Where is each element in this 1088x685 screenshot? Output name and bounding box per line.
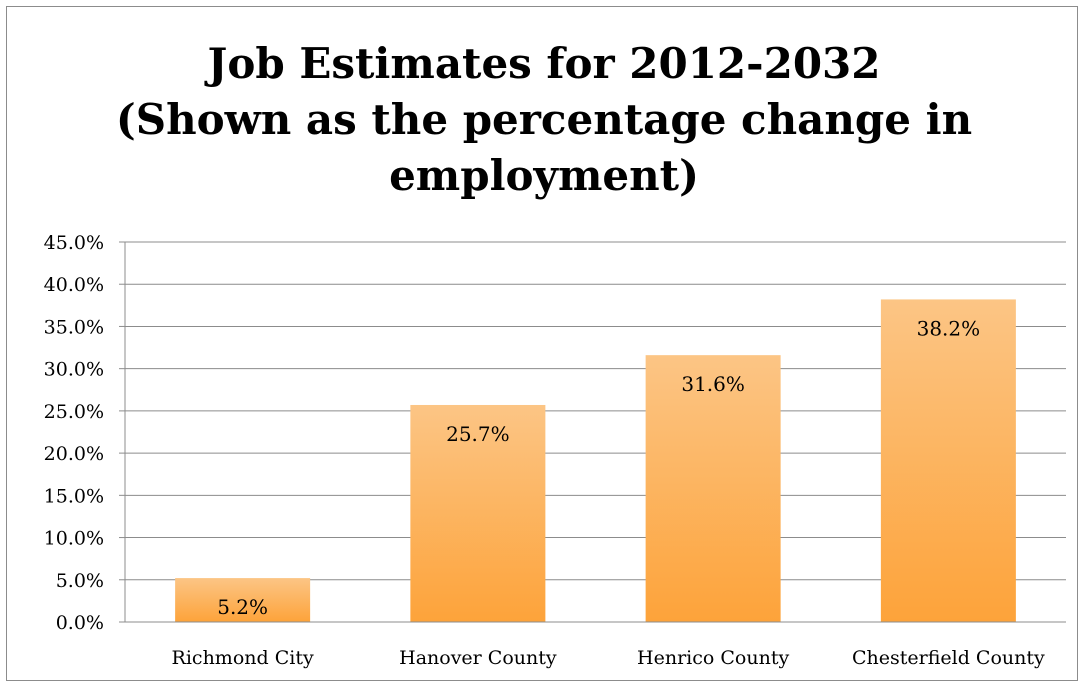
data-label: 31.6% [681, 372, 745, 396]
x-axis: Richmond City Hanover County Henrico Count… [125, 621, 1066, 669]
y-tick-label: 15.0% [44, 485, 104, 507]
x-tick-label: Hanover County [399, 647, 557, 669]
chart-title: Job Estimates for 2012-2032 (Shown as th… [0, 36, 1088, 204]
x-tick-label: Chesterfield County [852, 647, 1045, 669]
bar [880, 299, 1016, 622]
y-tick-label: 10.0% [44, 528, 104, 550]
y-tick-label: 20.0% [44, 443, 104, 465]
chart-title-line-2: (Shown as the percentage change in [115, 95, 973, 144]
y-tick-label: 30.0% [44, 359, 104, 381]
data-label: 25.7% [446, 422, 510, 446]
y-tick-label: 40.0% [44, 274, 104, 296]
data-label: 38.2% [917, 316, 981, 340]
bar [410, 404, 546, 622]
data-label: 5.2% [217, 595, 268, 619]
chart-title-line-1: Job Estimates for 2012-2032 [207, 39, 881, 88]
y-tick-label: 5.0% [56, 570, 104, 592]
y-tick-label: 35.0% [44, 316, 104, 338]
chart-title-line-3: employment) [389, 151, 699, 200]
x-tick-label: Richmond City [172, 647, 314, 669]
y-tick-label: 45.0% [44, 232, 104, 254]
bars: 5.2% 25.7% 31.6% 38.2% [175, 299, 1016, 622]
y-axis: 0.0% 5.0% 10.0% 15.0% 20.0% 25.0% 30.0% 35.0% 40… [44, 232, 126, 634]
y-tick-label: 25.0% [44, 401, 104, 423]
x-tick-label: Henrico County [637, 647, 789, 669]
y-tick-label: 0.0% [56, 612, 104, 634]
bar [645, 355, 781, 622]
bar [175, 578, 311, 622]
